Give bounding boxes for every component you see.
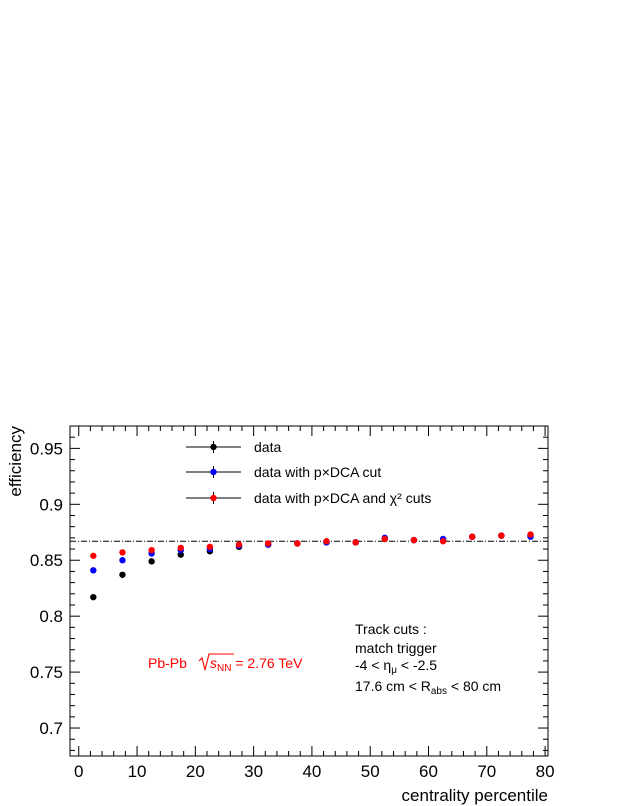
track-cuts-title: Track cuts : <box>355 621 427 637</box>
sqrt-symbol <box>198 653 234 671</box>
svg-text:-4 < ημ < -2.5: -4 < ημ < -2.5 <box>355 657 437 676</box>
legend-marker-data <box>210 443 217 451</box>
data-point <box>439 538 447 545</box>
y-axis-title: efficiency <box>6 426 25 497</box>
data-point <box>498 532 505 539</box>
x-tick-labels: 0 10 20 30 40 50 60 70 80 <box>74 762 555 781</box>
data-point <box>119 549 126 556</box>
data-point <box>119 557 126 564</box>
y-tick-label: 0.75 <box>30 663 63 682</box>
x-tick-label: 80 <box>536 762 555 781</box>
data-point <box>294 540 301 547</box>
data-point <box>90 567 97 574</box>
svg-text:sNN = 2.76 TeV: sNN = 2.76 TeV <box>210 655 303 674</box>
series-2 <box>90 531 534 559</box>
data-point <box>235 541 243 548</box>
legend-marker-pdca-chi2 <box>210 494 217 502</box>
x-tick-label: 50 <box>361 762 380 781</box>
y-tick-label: 0.85 <box>30 551 63 570</box>
data-point <box>148 546 155 554</box>
track-cuts-rabs-sub: abs <box>431 686 447 697</box>
data-point <box>381 535 388 543</box>
svg-text:17.6 cm < Rabs < 80 cm: 17.6 cm < Rabs < 80 cm <box>355 678 501 697</box>
data-point <box>323 538 330 545</box>
sqrt-subscript: NN <box>217 663 231 674</box>
data-point <box>352 539 359 546</box>
track-cuts-eta-range: < -2.5 <box>397 657 437 673</box>
data-point <box>527 531 534 538</box>
x-tick-label: 40 <box>302 762 321 781</box>
data-point <box>148 558 155 565</box>
x-tick-label: 60 <box>419 762 438 781</box>
y-tick-label: 0.9 <box>39 495 63 514</box>
sqrt-variable: s <box>210 655 217 671</box>
track-cuts-line1: match trigger <box>355 640 437 656</box>
system-prefix: Pb-Pb <box>148 655 187 671</box>
x-tick-label: 20 <box>186 762 205 781</box>
data-point <box>469 533 476 540</box>
track-cuts-eta-sub: μ <box>391 665 397 676</box>
series-0 <box>90 532 534 601</box>
track-cuts-eta: -4 < η <box>355 657 391 673</box>
system-energy: = 2.76 TeV <box>231 655 303 671</box>
track-cuts-rabs: 17.6 cm < R <box>355 678 431 694</box>
data-point <box>90 593 97 601</box>
plot-frame <box>69 425 549 757</box>
data-point <box>264 540 272 547</box>
legend: data data with p×DCA cut data with p×DCA… <box>186 439 431 506</box>
track-cuts-rabs-range: < 80 cm <box>447 678 501 694</box>
x-tick-label: 10 <box>128 762 147 781</box>
data-point <box>410 536 418 544</box>
legend-marker-pdca <box>210 468 217 476</box>
data-point <box>206 543 214 551</box>
track-cuts-note: Track cuts : match trigger -4 < ημ < -2.… <box>355 621 501 697</box>
legend-entry-pdca-chi2: data with p×DCA and χ² cuts <box>186 490 431 506</box>
collision-system-label: Pb-Pb sNN = 2.76 TeV <box>148 653 303 674</box>
x-tick-label: 0 <box>74 762 83 781</box>
series-1 <box>90 532 534 574</box>
legend-label-data: data <box>254 439 281 455</box>
legend-entry-data: data <box>186 439 281 455</box>
x-tick-label: 70 <box>477 762 496 781</box>
legend-label-pdca: data with p×DCA cut <box>254 464 381 480</box>
svg-text:Pb-Pb: Pb-Pb <box>148 655 187 671</box>
data-point <box>90 552 97 559</box>
y-tick-labels: 0.7 0.75 0.8 0.85 0.9 0.95 <box>30 439 63 738</box>
y-tick-label: 0.95 <box>30 439 63 458</box>
data-points <box>90 531 534 601</box>
y-tick-label: 0.7 <box>39 719 63 738</box>
data-point <box>177 551 184 558</box>
data-point <box>119 571 126 578</box>
x-axis-title: centrality percentile <box>402 786 548 805</box>
data-point <box>177 544 184 552</box>
y-tick-label: 0.8 <box>39 607 63 626</box>
x-tick-label: 30 <box>244 762 263 781</box>
axis-ticks <box>70 425 548 756</box>
legend-label-pdca-chi2: data with p×DCA and χ² cuts <box>254 490 431 506</box>
legend-entry-pdca: data with p×DCA cut <box>186 464 381 480</box>
